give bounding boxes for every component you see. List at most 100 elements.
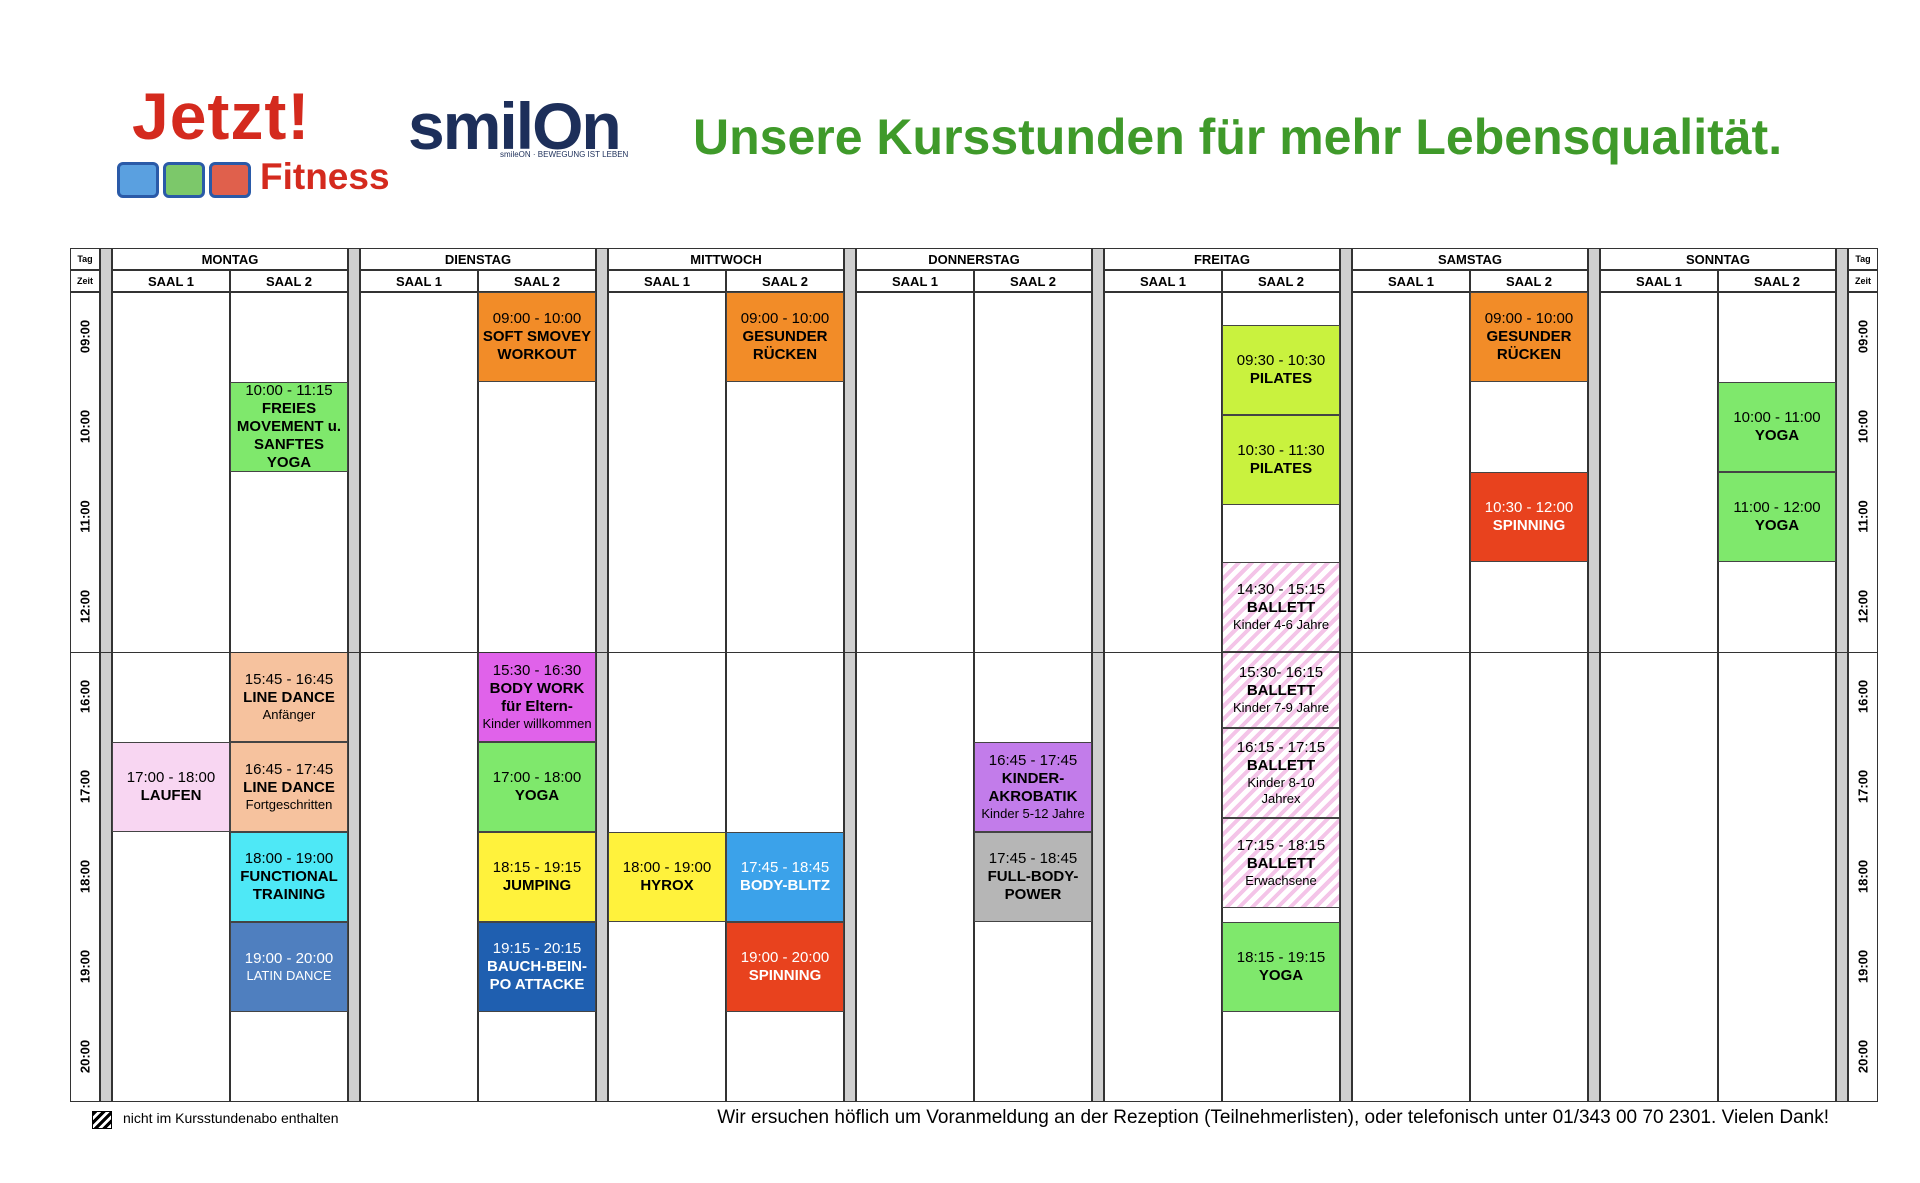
- course-text: BODY-BLITZ: [740, 877, 830, 894]
- course-text: SANFTES: [253, 436, 324, 453]
- logo-icon: [163, 162, 205, 198]
- course[interactable]: 10:00 - 11:15 FREIES MOVEMENT u. SANFTES YOG…: [230, 382, 348, 472]
- course-text: BALLETT: [1246, 854, 1316, 872]
- legend-text: nicht im Kursstundenabo enthalten: [123, 1110, 339, 1126]
- course[interactable]: 16:45 - 17:45 KINDER- AKROBATIK Kinder 5-12…: [974, 742, 1092, 832]
- legend-icon: [92, 1111, 112, 1129]
- title: Unsere Kursstunden für mehr Lebensqualit…: [693, 109, 1783, 165]
- footer-note: Wir ersuchen höflich um Voranmeldung an …: [717, 1107, 1829, 1128]
- course-text: 10:00 - 11:00: [1733, 409, 1821, 426]
- divider: [70, 652, 1878, 653]
- course-text: LINE DANCE: [243, 689, 335, 707]
- course-text: Kinder 7-9 Jahre: [1232, 700, 1330, 715]
- course[interactable]: 18:15 - 19:15 YOGA: [1222, 922, 1340, 1012]
- course[interactable]: 17:15 - 18:15 BALLETT Erwachsene: [1222, 817, 1340, 908]
- course-text: 18:15 - 19:15: [1236, 949, 1326, 966]
- course[interactable]: 19:00 - 20:00 LATIN DANCE: [230, 922, 348, 1012]
- room-header: SAAL 2: [726, 270, 844, 292]
- course-text: 17:00 - 18:00: [492, 769, 582, 786]
- course[interactable]: 19:15 - 20:15 BAUCH-BEIN- PO ATTACKE: [478, 922, 596, 1012]
- course[interactable]: 11:00 - 12:00 YOGA: [1718, 472, 1836, 562]
- room-header: SAAL 1: [1352, 270, 1470, 292]
- course[interactable]: 09:00 - 10:00 GESUNDER RÜCKEN: [726, 292, 844, 382]
- course-text: JUMPING: [502, 877, 572, 894]
- course[interactable]: 10:30 - 11:30 PILATES: [1222, 415, 1340, 506]
- course-text: RÜCKEN: [1496, 346, 1562, 363]
- course-text: 09:00 - 10:00: [492, 310, 582, 327]
- course-text: Anfänger: [262, 707, 316, 723]
- course-text: 18:15 - 19:15: [492, 859, 582, 876]
- course-text: WORKOUT: [497, 346, 577, 363]
- room-column: [1352, 292, 1470, 1102]
- course[interactable]: 18:00 - 19:00 FUNCTIONAL TRAINING: [230, 832, 348, 922]
- course[interactable]: 17:45 - 18:45 FULL-BODY- POWER: [974, 832, 1092, 922]
- course[interactable]: 16:45 - 17:45 LINE DANCE Fortgeschritten: [230, 742, 348, 832]
- course-text: FUNCTIONAL: [240, 868, 338, 885]
- course[interactable]: 09:00 - 10:00 SOFT SMOVEY WORKOUT: [478, 292, 596, 382]
- course[interactable]: 17:00 - 18:00 LAUFEN: [112, 742, 230, 832]
- course[interactable]: 17:00 - 18:00 YOGA: [478, 742, 596, 832]
- room-column: [1600, 292, 1718, 1102]
- course[interactable]: 09:30 - 10:30 PILATES: [1222, 325, 1340, 416]
- logo-tagline: smileON · BEWEGUNG IST LEBEN: [500, 150, 629, 159]
- course-text: 10:30 - 11:30: [1237, 442, 1325, 460]
- course-text: Kinder 5-12 Jahre: [981, 806, 1085, 822]
- course-text: YOGA: [1754, 427, 1800, 444]
- course-text: FREIES: [261, 400, 317, 417]
- course[interactable]: 16:15 - 17:15 BALLETT Kinder 8-10 Jahrex: [1222, 727, 1340, 818]
- course[interactable]: 17:45 - 18:45 BODY-BLITZ: [726, 832, 844, 922]
- room-column: [1470, 292, 1588, 1102]
- course[interactable]: 18:00 - 19:00 HYROX: [608, 832, 726, 922]
- course[interactable]: 14:30 - 15:15 BALLETT Kinder 4-6 Jahre: [1222, 562, 1340, 652]
- logo-icon: [209, 162, 251, 198]
- course-text: HYROX: [640, 877, 694, 894]
- course-text: YOGA: [1258, 967, 1304, 984]
- logo-text: smilOn: [408, 89, 622, 163]
- course-text: 17:45 - 18:45: [988, 850, 1078, 867]
- room-column: [856, 292, 974, 1102]
- course-text: YOGA: [1754, 517, 1800, 534]
- course-text: 19:00 - 20:00: [740, 949, 830, 966]
- course-text: BALLETT: [1246, 599, 1316, 617]
- course-text: Kinder 8-10: [1247, 775, 1315, 790]
- course-text: GESUNDER: [742, 328, 828, 345]
- course[interactable]: 15:30- 16:15 BALLETT Kinder 7-9 Jahre: [1222, 652, 1340, 728]
- course-text: 19:15 - 20:15: [492, 940, 582, 957]
- course-text: SPINNING: [1492, 517, 1566, 534]
- room-column: [608, 292, 726, 1102]
- course-text: SPINNING: [748, 967, 822, 984]
- room-header: SAAL 2: [1718, 270, 1836, 292]
- course-text: 19:00 - 20:00: [244, 950, 334, 968]
- course-text: 18:00 - 19:00: [244, 850, 334, 867]
- course[interactable]: 09:00 - 10:00 GESUNDER RÜCKEN: [1470, 292, 1588, 382]
- room-header: SAAL 2: [1470, 270, 1588, 292]
- course-text: Erwachsene: [1245, 872, 1317, 888]
- course[interactable]: 15:45 - 16:45 LINE DANCE Anfänger: [230, 652, 348, 742]
- course[interactable]: 18:15 - 19:15 JUMPING: [478, 832, 596, 922]
- room-column: [1104, 292, 1222, 1102]
- course-text: LINE DANCE: [243, 779, 335, 797]
- room-header: SAAL 1: [856, 270, 974, 292]
- course[interactable]: 10:30 - 12:00 SPINNING: [1470, 472, 1588, 562]
- course-text: 16:45 - 17:45: [244, 761, 334, 779]
- room-header: SAAL 2: [1222, 270, 1340, 292]
- course-text: 17:45 - 18:45: [740, 859, 830, 876]
- room-header: SAAL 1: [112, 270, 230, 292]
- room-header: SAAL 1: [1600, 270, 1718, 292]
- course-text: Jahrex: [1261, 790, 1301, 806]
- course-text: für Eltern-: [501, 698, 573, 716]
- course-text: LATIN DANCE: [246, 968, 332, 984]
- day-header: FREITAG: [1104, 248, 1340, 270]
- course-text: GESUNDER: [1486, 328, 1572, 345]
- course[interactable]: 19:00 - 20:00 SPINNING: [726, 922, 844, 1012]
- course-text: 16:45 - 17:45: [988, 752, 1078, 770]
- room-header: SAAL 2: [478, 270, 596, 292]
- course-text: 09:00 - 10:00: [740, 310, 830, 327]
- course-text: 10:30 - 12:00: [1484, 499, 1574, 516]
- course[interactable]: 15:30 - 16:30 BODY WORK für Eltern- Kinder …: [478, 652, 596, 742]
- course-text: Kinder willkommen: [482, 716, 592, 732]
- course-text: PO ATTACKE: [489, 976, 585, 993]
- course-text: 09:30 - 10:30: [1236, 352, 1326, 370]
- course[interactable]: 10:00 - 11:00 YOGA: [1718, 382, 1836, 472]
- logo-text: Fitness: [260, 156, 390, 197]
